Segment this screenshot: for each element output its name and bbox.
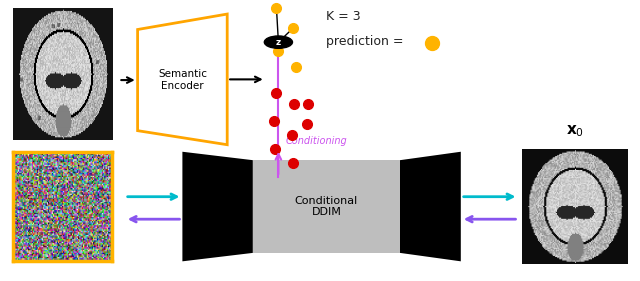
Text: Semantic
Encoder: Semantic Encoder (158, 69, 207, 90)
Text: $\mathbf{x}_T$: $\mathbf{x}_T$ (53, 123, 72, 139)
Polygon shape (182, 152, 253, 261)
Text: K = 3: K = 3 (326, 10, 361, 23)
Text: Conditional
DDIM: Conditional DDIM (295, 196, 358, 217)
Polygon shape (400, 152, 461, 261)
Circle shape (264, 36, 292, 48)
Text: $\mathbf{x}_0$: $\mathbf{x}_0$ (566, 123, 584, 139)
Text: Conditioning: Conditioning (286, 135, 348, 146)
Text: prediction =: prediction = (326, 35, 408, 48)
Text: z: z (276, 38, 281, 47)
Bar (253, 160, 400, 253)
